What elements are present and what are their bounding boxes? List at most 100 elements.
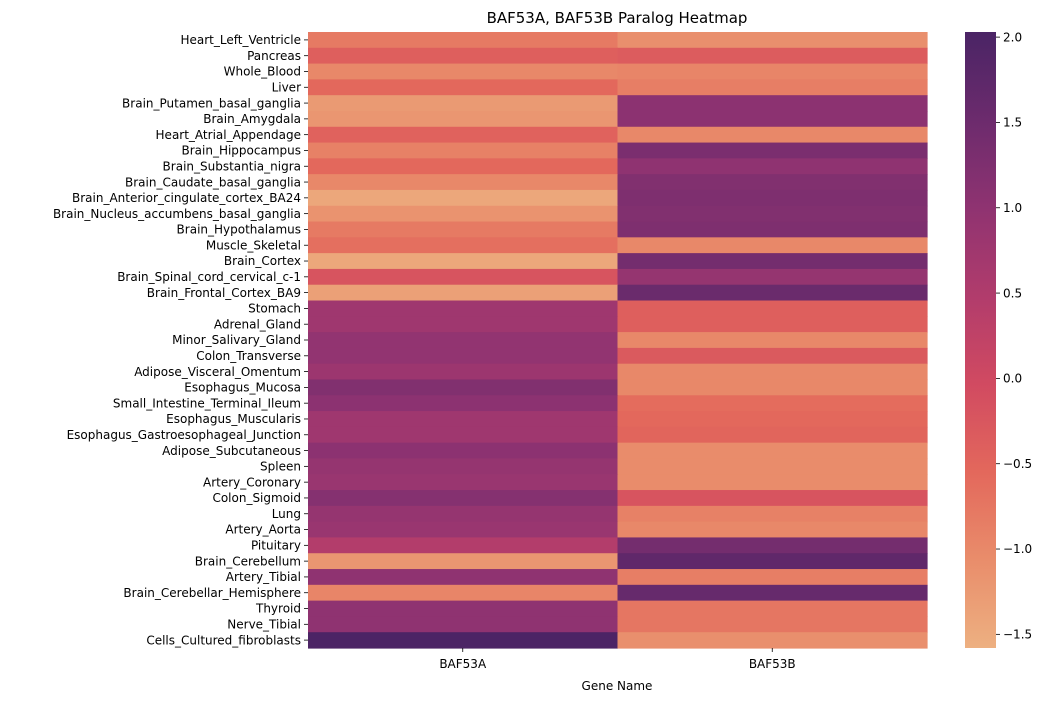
heatmap-cell — [308, 205, 619, 223]
heatmap-cell — [617, 521, 928, 539]
row-label: Muscle_Skeletal — [206, 238, 301, 252]
row-label: Adipose_Subcutaneous — [162, 444, 301, 458]
row-label: Artery_Tibial — [226, 570, 301, 584]
heatmap-cell — [617, 174, 928, 191]
heatmap-cell — [308, 95, 619, 112]
heatmap-cell — [617, 300, 928, 317]
row-label: Lung — [272, 507, 301, 521]
heatmap-cell — [617, 505, 928, 523]
row-label: Thyroid — [255, 602, 301, 616]
heatmap-cell — [617, 237, 928, 254]
heatmap-cell — [617, 553, 928, 570]
heatmap-cell — [617, 347, 928, 365]
heatmap-cell — [308, 47, 619, 65]
heatmap-cell — [617, 221, 928, 238]
heatmap-cell — [308, 32, 619, 49]
heatmap-cell — [617, 79, 928, 96]
heatmap-cell — [308, 63, 619, 80]
colorbar: −1.5 −1.0 −0.5 0.0 0.5 1.0 1.5 2.0 — [965, 30, 1032, 648]
row-label: Brain_Frontal_Cortex_BA9 — [147, 286, 301, 300]
colorbar-tick-label: −0.5 — [1003, 457, 1032, 471]
heatmap-cell — [308, 521, 619, 539]
heatmap-cell — [617, 316, 928, 333]
row-label: Pituitary — [251, 539, 301, 553]
heatmap-cell — [308, 363, 619, 381]
row-label: Spleen — [260, 460, 301, 474]
row-label: Artery_Aorta — [225, 523, 301, 537]
heatmap-cell — [308, 174, 619, 191]
heatmap-cell — [617, 189, 928, 207]
heatmap-cell — [308, 332, 619, 349]
heatmap-cell — [308, 110, 619, 128]
heatmap-cell — [617, 63, 928, 80]
heatmap-cell — [617, 616, 928, 633]
column-label: BAF53A — [439, 657, 487, 671]
colorbar-tick-label: 1.5 — [1003, 116, 1022, 130]
row-label: Brain_Cortex — [224, 254, 301, 268]
heatmap-cell — [308, 411, 619, 428]
row-label: Brain_Anterior_cingulate_cortex_BA24 — [72, 191, 301, 205]
heatmap-cell — [617, 363, 928, 381]
heatmap-cell — [617, 284, 928, 302]
row-label: Colon_Sigmoid — [212, 491, 301, 505]
colorbar-tick-label: −1.5 — [1003, 628, 1032, 642]
colorbar-tick-label: 0.0 — [1003, 372, 1022, 386]
colorbar-tick-label: −1.0 — [1003, 542, 1032, 556]
heatmap-cell — [617, 442, 928, 460]
row-label: Whole_Blood — [224, 65, 301, 79]
heatmap-cell — [617, 205, 928, 223]
row-label: Cells_Cultured_fibroblasts — [146, 633, 301, 647]
heatmap-cell — [308, 537, 619, 554]
heatmap-cell — [308, 632, 619, 649]
row-label: Stomach — [248, 302, 301, 316]
heatmap-cell — [308, 237, 619, 254]
row-label: Small_Intestine_Terminal_Ileum — [113, 396, 301, 410]
heatmap-cell — [308, 126, 619, 144]
heatmap-cell — [308, 505, 619, 523]
row-labels: Heart_Left_VentriclePancreasWhole_BloodL… — [53, 33, 308, 647]
heatmap-cell — [308, 79, 619, 96]
row-label: Pancreas — [247, 49, 301, 63]
heatmap-cell — [308, 158, 619, 175]
heatmap-cell — [308, 268, 619, 286]
heatmap-cell — [617, 395, 928, 412]
row-label: Esophagus_Mucosa — [184, 381, 301, 395]
colorbar-gradient — [965, 32, 996, 648]
row-label: Esophagus_Muscularis — [166, 412, 301, 426]
row-label: Brain_Spinal_cord_cervical_c-1 — [117, 270, 301, 284]
heatmap-cell — [617, 110, 928, 128]
heatmap-cell — [617, 253, 928, 270]
heatmap-cell — [617, 490, 928, 507]
heatmap-cell — [617, 126, 928, 144]
heatmap-cell — [308, 600, 619, 618]
heatmap-cell — [617, 474, 928, 491]
column-labels: BAF53A BAF53B — [439, 648, 796, 671]
heatmap-cell — [617, 569, 928, 586]
heatmap-cell — [308, 569, 619, 586]
heatmap-cell — [617, 379, 928, 396]
heatmap-cell — [617, 142, 928, 159]
row-label: Heart_Atrial_Appendage — [156, 128, 301, 142]
row-label: Nerve_Tibial — [227, 618, 301, 632]
row-label: Brain_Cerebellar_Hemisphere — [123, 586, 301, 600]
heatmap-cell — [617, 411, 928, 428]
row-label: Artery_Coronary — [203, 475, 301, 489]
heatmap-cell — [617, 158, 928, 175]
heatmap-cell — [308, 316, 619, 333]
heatmap-cell — [617, 47, 928, 65]
heatmap-cell — [617, 426, 928, 444]
heatmap-cell — [308, 553, 619, 570]
heatmap-cell — [308, 379, 619, 396]
heatmap-cell — [308, 189, 619, 207]
row-label: Brain_Hippocampus — [181, 144, 301, 158]
heatmap-cell — [617, 32, 928, 49]
heatmap-cell — [308, 458, 619, 475]
row-label: Minor_Salivary_Gland — [172, 333, 301, 347]
row-label: Brain_Amygdala — [203, 112, 301, 126]
row-label: Adrenal_Gland — [214, 317, 301, 331]
heatmap-cell — [308, 442, 619, 460]
heatmap-cell — [308, 490, 619, 507]
row-label: Esophagus_Gastroesophageal_Junction — [67, 428, 301, 442]
colorbar-tick-label: 2.0 — [1003, 30, 1022, 44]
